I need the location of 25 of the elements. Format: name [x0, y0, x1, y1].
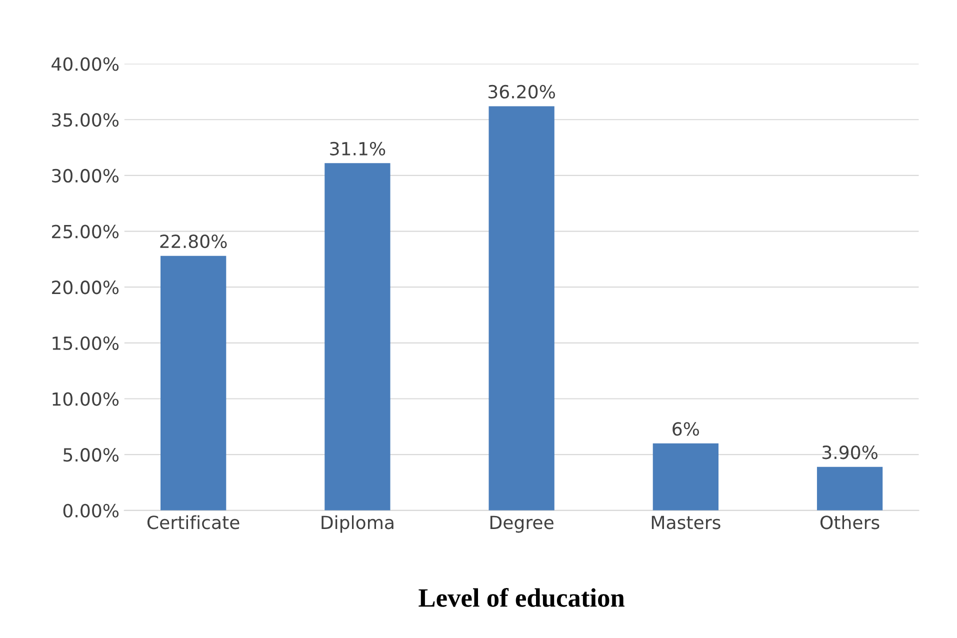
data-label: 31.1%	[330, 142, 386, 156]
y-tick-label: 0.00%	[63, 504, 119, 518]
y-tick-label: 5.00%	[64, 448, 119, 462]
y-tick-label: 15.00%	[52, 336, 119, 350]
x-tick-label: Masters	[652, 516, 720, 530]
x-axis-title: Level of education	[418, 588, 625, 607]
bar	[324, 163, 390, 510]
bar	[160, 256, 226, 510]
y-tick-label: 35.00%	[52, 113, 119, 127]
data-label: 22.80%	[160, 234, 227, 248]
x-tick-label: Others	[820, 515, 880, 530]
bar	[488, 106, 554, 510]
data-label: 3.90%	[822, 446, 878, 460]
bar	[816, 466, 883, 510]
bar	[652, 443, 718, 510]
y-tick-label: 10.00%	[52, 392, 119, 406]
y-tick-label: 20.00%	[52, 280, 119, 294]
y-tick-label: 40.00%	[52, 57, 119, 71]
y-tick-label: 30.00%	[52, 168, 119, 183]
data-label: 6%	[672, 422, 700, 436]
x-tick-label: Diploma	[322, 515, 394, 533]
x-tick-label: Certificate	[147, 515, 240, 530]
y-tick-label: 25.00%	[52, 224, 119, 238]
x-tick-label: Degree	[490, 516, 554, 533]
data-label: 36.20%	[488, 84, 555, 99]
